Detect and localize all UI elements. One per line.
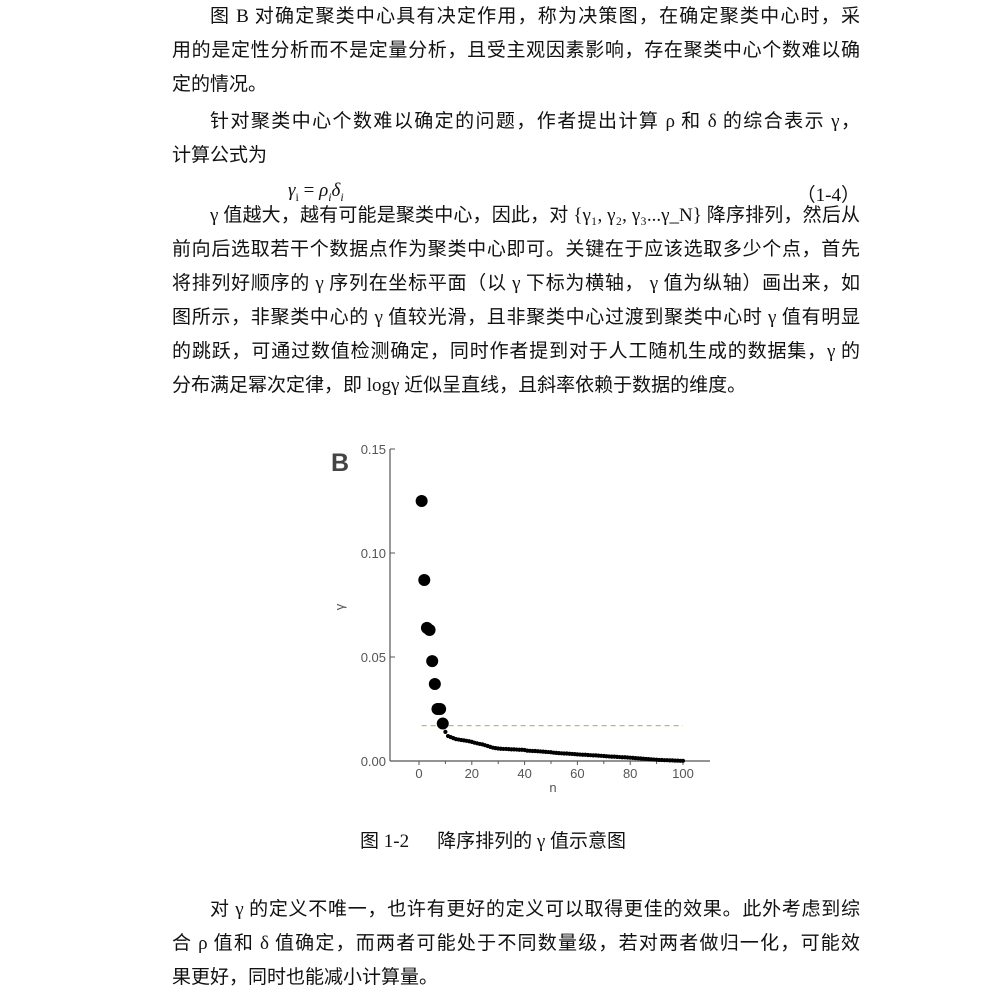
panel-label: B	[331, 449, 349, 477]
text-line: 计算公式为	[172, 145, 268, 166]
x-axis-label: n	[549, 780, 556, 795]
data-point	[680, 758, 686, 763]
text-line: 图所示，非聚类中心的 γ 值较光滑，且非聚类中心过渡到聚类中心时 γ 值有明显	[172, 307, 860, 328]
cluster-center-point	[436, 717, 449, 730]
text-line: 分布满足幂次定律，即 logγ 近似呈直线，且斜率依赖于数据的维度。	[172, 375, 747, 396]
x-tick-label: 80	[623, 766, 637, 781]
text-line: 合 ρ 值和 δ 值确定，而两者可能处于不同数量级，若对两者做归一化，可能效	[172, 933, 860, 954]
formula-delta: δ	[331, 180, 341, 201]
text-line: 将排列好顺序的 γ 序列在坐标平面（以 γ 下标为横轴， γ 值为纵轴）画出来，…	[172, 273, 860, 294]
figure-title: 降序排列的 γ 值示意图	[437, 831, 626, 852]
data-point	[443, 729, 448, 734]
formula-sub: i	[328, 189, 332, 204]
text-line: 定的情况。	[172, 74, 268, 95]
x-tick-label: 40	[517, 766, 531, 781]
y-tick-label: 0.00	[361, 754, 386, 769]
formula-sub: i	[340, 189, 344, 204]
cluster-center-point	[423, 623, 436, 636]
y-tick-label: 0.15	[361, 442, 386, 457]
text-line: γ 值越大，越有可能是聚类中心，因此，对 {γ₁, γ₂, γ₃...γ_N} …	[210, 205, 860, 226]
cluster-center-point	[426, 655, 439, 668]
equation-number: （1-4）	[796, 185, 860, 206]
x-tick-label: 100	[672, 766, 694, 781]
formula-rho: ρ	[319, 180, 329, 201]
cluster-center-point	[434, 703, 447, 715]
x-tick-label: 0	[415, 766, 422, 781]
formula-gamma: γ	[288, 180, 296, 201]
cluster-center-point	[428, 678, 441, 691]
text-line: 针对聚类中心个数难以确定的问题，作者提出计算 ρ 和 δ 的综合表示 γ，	[210, 111, 860, 132]
x-tick-label: 60	[570, 766, 584, 781]
text-line: 果更好，同时也能减小计算量。	[172, 967, 439, 988]
cluster-center-point	[415, 495, 428, 507]
text-line: 对 γ 的定义不唯一，也许有更好的定义可以取得更佳的效果。此外考虑到综	[210, 899, 860, 920]
formula: γi = ρiδi	[288, 180, 344, 205]
y-axis-label: γ	[332, 603, 347, 610]
formula-equals: =	[298, 180, 320, 201]
y-tick-label: 0.10	[361, 546, 386, 561]
figure-number: 图 1-2	[360, 831, 410, 852]
text-line: 图 B 对确定聚类中心具有决定作用，称为决策图，在确定聚类中心时，采	[210, 6, 860, 27]
x-tick-label: 20	[465, 766, 479, 781]
figure-caption: 图 1-2 降序排列的 γ 值示意图	[0, 826, 986, 853]
text-line: 的跳跃，可通过数值检测确定，同时作者提到对于人工随机生成的数据集，γ 的	[172, 341, 860, 362]
text-line: 用的是定性分析而不是定量分析，且受主观因素影响，存在聚类中心个数难以确	[172, 40, 860, 61]
y-tick-label: 0.05	[361, 650, 386, 665]
text-line: 前向后选取若干个数据点作为聚类中心即可。关键在于应该选取多少个点，首先	[172, 239, 860, 260]
formula-sub: i	[295, 189, 299, 204]
cluster-center-point	[418, 574, 431, 587]
